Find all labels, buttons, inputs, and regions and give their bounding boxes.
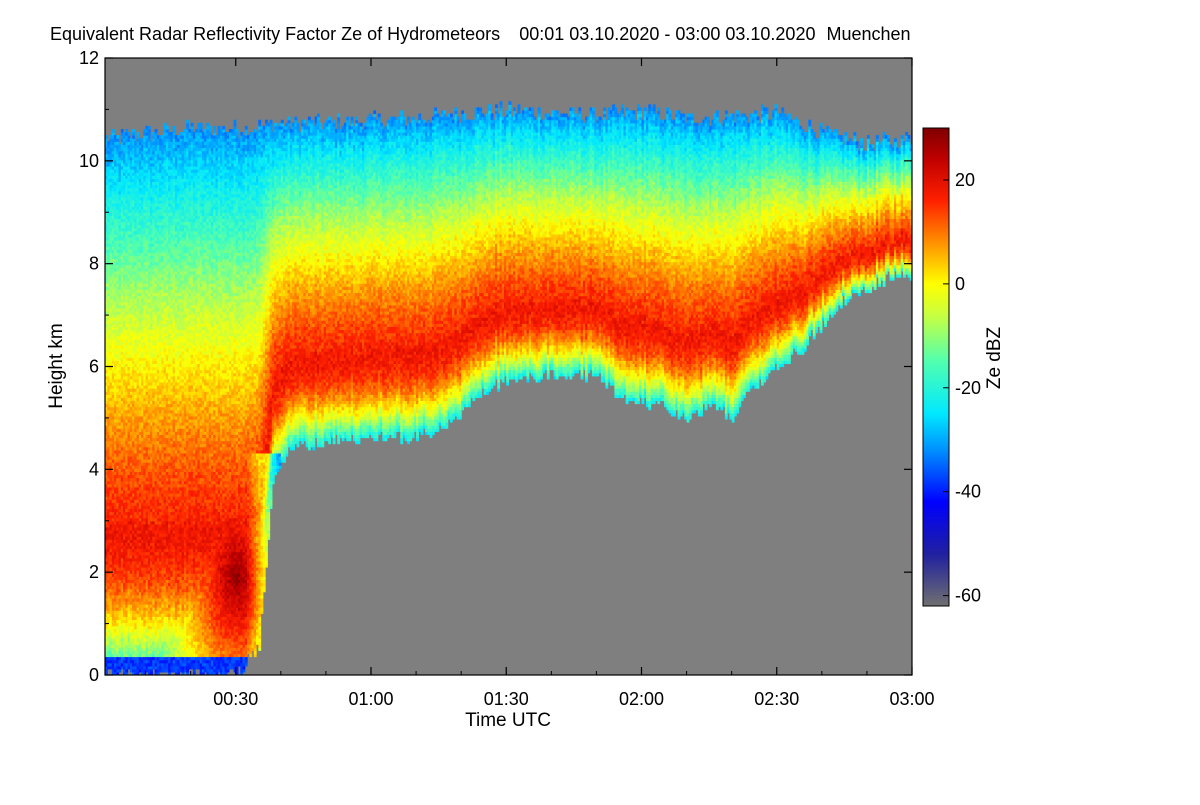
colorbar-tick-label: -20: [955, 378, 981, 398]
colorbar: [923, 128, 949, 606]
chart-title-location: Muenchen: [826, 24, 910, 44]
y-axis-title: Height km: [46, 323, 67, 409]
y-tick-label: 12: [79, 48, 99, 68]
chart-title: Equivalent Radar Reflectivity Factor Ze …: [50, 24, 911, 44]
y-tick-label: 6: [89, 357, 99, 377]
y-tick-label: 2: [89, 562, 99, 582]
x-tick-label: 00:30: [213, 689, 258, 709]
y-tick-label: 4: [89, 459, 99, 479]
colorbar-tick-label: 20: [955, 170, 975, 190]
x-tick-label: 02:00: [619, 689, 664, 709]
chart-title-time-range: 00:01 03.10.2020 - 03:00 03.10.2020: [519, 24, 815, 44]
colorbar-title: Ze dBZ: [984, 326, 1005, 389]
chart-title-main: Equivalent Radar Reflectivity Factor Ze …: [50, 24, 500, 44]
x-tick-label: 02:30: [754, 689, 799, 709]
colorbar-tick-label: -40: [955, 482, 981, 502]
colorbar-tick-label: -60: [955, 586, 981, 606]
x-tick-label: 01:00: [348, 689, 393, 709]
y-tick-label: 8: [89, 254, 99, 274]
y-tick-label: 10: [79, 151, 99, 171]
radar-chart-svg: Equivalent Radar Reflectivity Factor Ze …: [0, 0, 1200, 800]
x-tick-label: 01:30: [484, 689, 529, 709]
x-tick-label: 03:00: [889, 689, 934, 709]
colorbar-tick-label: 0: [955, 274, 965, 294]
x-axis-title: Time UTC: [465, 710, 551, 731]
y-tick-label: 0: [89, 665, 99, 685]
radar-chart: Equivalent Radar Reflectivity Factor Ze …: [0, 0, 1200, 800]
